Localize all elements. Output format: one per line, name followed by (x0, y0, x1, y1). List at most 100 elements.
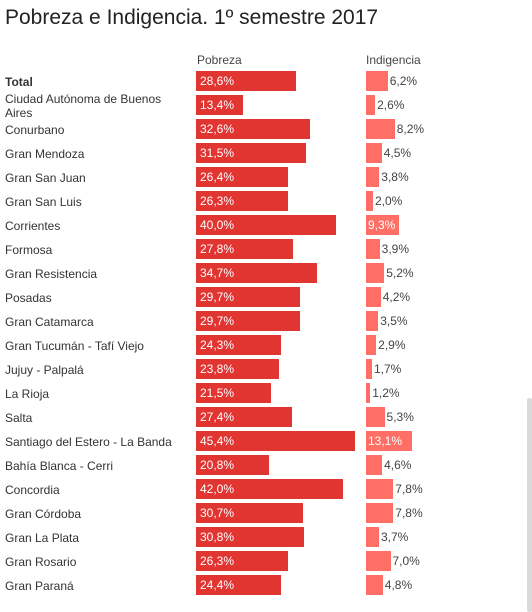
indigencia-bar (366, 143, 382, 163)
pobreza-value-label: 40,0% (200, 218, 235, 232)
indigencia-value-label: 9,3% (368, 218, 396, 232)
indigencia-bar (366, 191, 373, 211)
indigencia-bar (366, 215, 399, 235)
pobreza-bar (196, 215, 336, 235)
indigencia-value-label: 5,2% (386, 266, 414, 280)
category-label: Santiago del Estero - La Banda (5, 435, 172, 449)
pobreza-bar (196, 71, 297, 91)
pobreza-value-label: 28,6% (200, 74, 235, 88)
pobreza-value-label: 26,3% (200, 554, 235, 568)
indigencia-bar (366, 527, 379, 547)
pobreza-value-label: 27,8% (200, 242, 235, 256)
indigencia-value-label: 13,1% (368, 434, 403, 448)
pobreza-bar (196, 95, 243, 115)
pobreza-value-label: 29,7% (200, 314, 235, 328)
chart-title: Pobreza e Indigencia. 1º semestre 2017 (5, 6, 379, 29)
indigencia-bar (366, 119, 395, 139)
indigencia-bar (366, 383, 371, 403)
scrollbar[interactable] (527, 398, 532, 612)
pobreza-value-label: 26,3% (200, 194, 235, 208)
category-label: Jujuy - Palpalá (5, 363, 84, 377)
category-label: Salta (5, 411, 33, 425)
pobreza-bar (196, 551, 289, 571)
indigencia-bar (366, 455, 383, 475)
indigencia-value-label: 4,8% (384, 578, 413, 592)
pobreza-column-header: Pobreza (197, 53, 242, 67)
indigencia-bar (366, 239, 380, 259)
pobreza-value-label: 30,7% (200, 506, 235, 520)
indigencia-bar (366, 335, 377, 355)
indigencia-value-label: 1,2% (372, 386, 400, 400)
pobreza-value-label: 29,7% (200, 290, 235, 304)
pobreza-bar (196, 455, 269, 475)
indigencia-value-label: 8,2% (396, 122, 425, 136)
category-label: Gran Catamarca (5, 315, 94, 329)
pobreza-bar (196, 431, 355, 451)
pobreza-value-label: 13,4% (200, 98, 235, 112)
category-label: Formosa (5, 243, 53, 257)
pobreza-value-label: 45,4% (200, 434, 235, 448)
pobreza-bar (196, 383, 272, 403)
indigencia-value-label: 3,7% (380, 530, 409, 544)
indigencia-value-label: 7,0% (392, 554, 420, 568)
pobreza-value-label: 24,4% (200, 578, 235, 592)
indigencia-column-header: Indigencia (366, 53, 421, 67)
category-label: Gran Córdoba (5, 507, 82, 521)
category-label: Posadas (5, 291, 52, 305)
category-label: Gran Mendoza (5, 147, 85, 161)
indigencia-bar (366, 311, 379, 331)
pobreza-bar (196, 407, 292, 427)
indigencia-value-label: 3,5% (380, 314, 408, 328)
indigencia-value-label: 7,8% (395, 482, 423, 496)
pobreza-bar (196, 575, 282, 595)
category-label: Ciudad Autónoma de Buenos Aires (5, 92, 162, 120)
pobreza-value-label: 32,6% (200, 122, 235, 136)
indigencia-value-label: 2,0% (375, 194, 403, 208)
indigencia-bar (366, 287, 381, 307)
category-label: La Rioja (5, 387, 50, 401)
pobreza-value-label: 27,4% (200, 410, 235, 424)
category-label: Corrientes (5, 219, 61, 233)
indigencia-bar (366, 575, 383, 595)
indigencia-value-label: 4,2% (382, 290, 411, 304)
category-label: Gran Tucumán - Tafí Viejo (5, 339, 144, 353)
category-label: Gran Resistencia (5, 267, 98, 281)
category-label: Conurbano (5, 123, 65, 137)
pobreza-value-label: 20,8% (200, 458, 235, 472)
pobreza-bar (196, 239, 294, 259)
pobreza-value-label: 30,8% (200, 530, 235, 544)
pobreza-value-label: 34,7% (200, 266, 235, 280)
pobreza-value-label: 31,5% (200, 146, 235, 160)
indigencia-bar (366, 71, 388, 91)
category-label: Gran La Plata (5, 531, 80, 545)
indigencia-bar (366, 551, 391, 571)
indigencia-value-label: 2,6% (377, 98, 405, 112)
pobreza-bar (196, 119, 311, 139)
indigencia-value-label: 4,6% (384, 458, 412, 472)
category-label: Total (5, 75, 33, 89)
pobreza-bar (196, 311, 300, 331)
indigencia-value-label: 4,5% (383, 146, 412, 160)
pobreza-bar (196, 143, 307, 163)
pobreza-bar (196, 479, 343, 499)
pobreza-bar (196, 263, 318, 283)
indigencia-bar (366, 407, 385, 427)
category-label: Gran Paraná (5, 579, 74, 593)
indigencia-bar (366, 479, 394, 499)
indigencia-value-label: 3,9% (381, 242, 409, 256)
category-label: Gran San Luis (5, 195, 82, 209)
pobreza-bar (196, 503, 304, 523)
pobreza-bar (196, 359, 280, 379)
category-label: Gran Rosario (5, 555, 77, 569)
indigencia-bar (366, 263, 385, 283)
indigencia-bar (366, 95, 376, 115)
indigencia-value-label: 5,3% (386, 410, 414, 424)
indigencia-value-label: 3,8% (381, 170, 409, 184)
pobreza-bar (196, 527, 304, 547)
indigencia-bar (366, 167, 380, 187)
pobreza-bar (196, 287, 300, 307)
indigencia-value-label: 1,7% (373, 362, 402, 376)
indigencia-value-label: 2,9% (378, 338, 406, 352)
pobreza-bar (196, 191, 289, 211)
category-label: Gran San Juan (5, 171, 86, 185)
